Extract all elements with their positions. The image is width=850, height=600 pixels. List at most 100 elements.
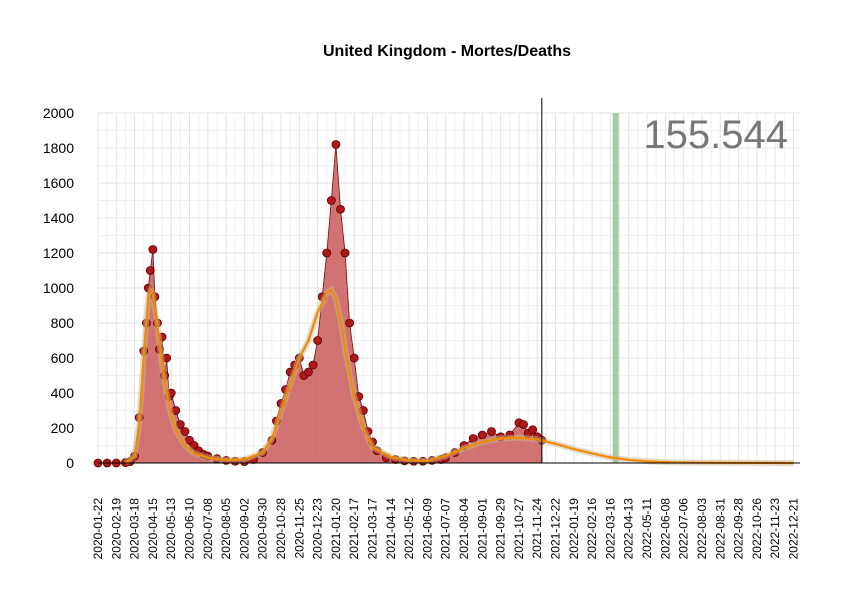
daily-bar: [277, 413, 279, 463]
daily-bar: [379, 453, 381, 463]
daily-bar: [368, 433, 370, 463]
daily-bar: [313, 361, 315, 463]
daily-bar: [312, 365, 314, 463]
daily-bar: [172, 400, 174, 463]
daily-bar: [258, 455, 260, 463]
observed-point: [304, 367, 313, 377]
daily-bar: [168, 386, 170, 463]
daily-bar: [157, 323, 158, 463]
daily-bar: [148, 282, 150, 463]
x-tick-label: 2021-07-07: [439, 498, 453, 560]
daily-bar: [298, 358, 300, 463]
y-tick-label: 400: [51, 385, 75, 401]
daily-bar: [155, 303, 156, 463]
daily-bar: [306, 373, 308, 463]
daily-bar: [363, 413, 365, 463]
x-tick-label: 2021-03-17: [366, 498, 380, 560]
daily-bar: [362, 408, 364, 463]
total-deaths-label: 155.544: [643, 113, 788, 157]
daily-bar: [174, 408, 176, 463]
daily-bar: [491, 431, 492, 463]
daily-bar: [454, 452, 456, 463]
daily-bar: [145, 330, 147, 463]
daily-bar: [326, 245, 328, 463]
daily-bar: [483, 434, 485, 463]
daily-bar: [319, 321, 321, 463]
daily-bar: [389, 458, 391, 463]
daily-bar: [492, 432, 494, 463]
observed-point: [528, 425, 538, 435]
daily-bar: [147, 299, 149, 463]
daily-bar: [260, 453, 262, 463]
daily-bar: [355, 369, 356, 463]
daily-bar: [366, 425, 368, 463]
daily-bar: [294, 365, 296, 463]
x-tick-label: 2021-09-29: [494, 498, 508, 560]
daily-bar: [328, 223, 330, 463]
daily-bar: [508, 435, 509, 463]
daily-bar: [330, 208, 332, 463]
daily-bar: [358, 396, 360, 463]
daily-bar: [287, 382, 289, 463]
daily-bar: [354, 363, 356, 463]
daily-bar: [280, 403, 282, 463]
daily-bar: [260, 454, 262, 463]
daily-bar: [376, 450, 378, 463]
daily-bar: [506, 435, 508, 463]
daily-bar: [455, 451, 457, 463]
daily-bar: [531, 430, 533, 463]
daily-bar: [461, 447, 463, 463]
daily-bar: [535, 434, 537, 463]
daily-bar: [539, 438, 541, 463]
daily-bar: [166, 358, 168, 463]
daily-bar: [279, 408, 281, 463]
daily-bar: [534, 433, 536, 463]
daily-bar: [179, 424, 181, 463]
daily-bar: [315, 347, 317, 463]
daily-bar: [466, 443, 468, 463]
daily-bar: [305, 374, 307, 463]
observed-point: [326, 196, 336, 205]
daily-bar: [281, 399, 283, 463]
daily-bar: [369, 436, 371, 463]
daily-bar: [477, 436, 479, 463]
daily-bar: [468, 442, 470, 463]
daily-bar: [306, 373, 307, 463]
daily-bar: [289, 374, 290, 463]
grid: [97, 112, 800, 464]
daily-bar: [349, 323, 351, 463]
daily-bar: [268, 443, 270, 463]
daily-bar: [368, 434, 370, 463]
daily-bar: [145, 323, 147, 463]
daily-bar: [494, 433, 496, 463]
daily-bar: [377, 451, 379, 463]
daily-bar: [292, 368, 294, 463]
daily-bar: [274, 429, 275, 463]
daily-bar: [308, 372, 309, 463]
daily-bar: [453, 453, 455, 463]
daily-bar: [517, 424, 519, 463]
daily-bar: [149, 270, 151, 463]
daily-bar: [319, 315, 321, 463]
daily-bar: [290, 371, 292, 463]
daily-bar: [347, 303, 349, 463]
daily-bar: [321, 303, 322, 463]
daily-bar: [311, 366, 313, 463]
daily-bar: [159, 346, 161, 463]
daily-bar: [375, 449, 377, 463]
daily-bar: [292, 367, 294, 463]
daily-bar: [530, 430, 532, 463]
daily-bar: [362, 410, 364, 463]
daily-bar: [475, 437, 477, 463]
daily-bar: [516, 425, 518, 463]
daily-bar: [522, 424, 524, 463]
daily-bar: [157, 331, 159, 463]
daily-bar: [460, 448, 462, 463]
daily-bar: [153, 281, 155, 463]
x-tick-label: 2022-06-08: [658, 498, 672, 560]
daily-bar: [321, 296, 323, 463]
x-tick-label: 2020-03-18: [128, 498, 142, 560]
daily-bar: [530, 431, 532, 463]
daily-bar: [373, 444, 375, 463]
daily-bar: [495, 434, 497, 463]
